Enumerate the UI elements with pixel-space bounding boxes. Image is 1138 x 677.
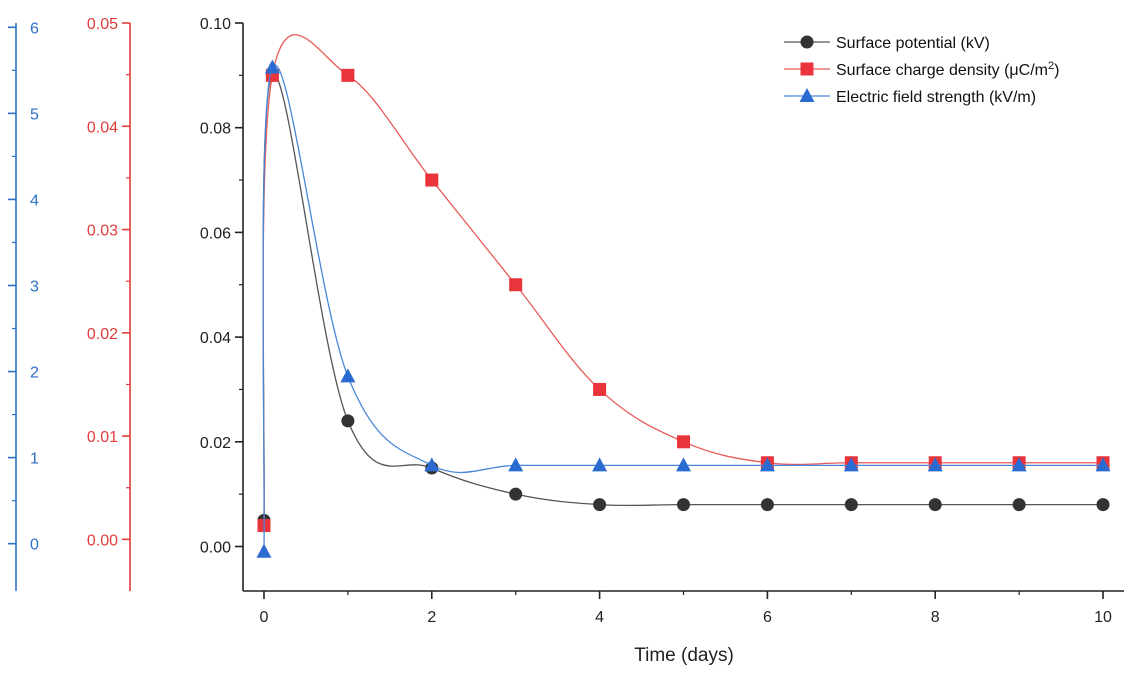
data-point (508, 457, 524, 472)
data-point (1095, 457, 1111, 472)
data-point (677, 435, 690, 449)
x-axis: 0 2 4 6 8 10 (243, 590, 1124, 626)
data-point (927, 457, 943, 472)
y-tick-label-red: 0.01 (87, 429, 118, 446)
data-point (509, 487, 523, 501)
x-tick-label: 6 (763, 609, 772, 626)
y-tick-label-main: 0.10 (200, 16, 231, 33)
y-tick-label-main: 0.04 (200, 330, 231, 347)
y-tick-label-blue: 5 (30, 106, 39, 123)
y-axis-red: 0.00 0.01 0.02 0.03 0.04 0.05 (87, 16, 131, 591)
legend: Surface potential (kV) Surface charge den… (784, 35, 1059, 106)
data-point (1012, 498, 1026, 512)
y-axis-main: 0.00 0.02 0.04 0.06 0.08 0.10 (200, 16, 244, 591)
legend-label-text: Surface potential (kV) (836, 35, 990, 52)
y-tick-label-main: 0.02 (200, 435, 231, 452)
y-tick-label-main: 0.08 (200, 121, 231, 138)
y-tick-label-main: 0.06 (200, 225, 231, 242)
x-tick-label: 0 (260, 609, 269, 626)
legend-label: Surface charge density (μC/m2) (836, 60, 1059, 79)
legend-item-2: Electric field strength (kV/m) (784, 88, 1036, 106)
x-tick-label: 2 (427, 609, 436, 626)
data-point (509, 278, 523, 292)
y-tick-label-red: 0.02 (87, 326, 118, 343)
legend-label: Electric field strength (kV/m) (836, 89, 1036, 106)
data-point (844, 498, 858, 512)
y-tick-label-red: 0.05 (87, 16, 118, 33)
legend-marker (800, 62, 814, 76)
axes-layer: 01234560.000.010.020.030.040.050.000.020… (8, 16, 1124, 626)
y-tick-label-red: 0.00 (87, 532, 118, 549)
legend-label-text: Electric field strength (kV/m) (836, 89, 1036, 106)
data-point (1011, 457, 1027, 472)
y-tick-label-main: 0.00 (200, 540, 231, 557)
data-point (592, 457, 608, 472)
legend-item-0: Surface potential (kV) (784, 35, 990, 52)
y-tick-label-red: 0.03 (87, 223, 118, 240)
series-line (262, 34, 1104, 526)
y-tick-label-blue: 3 (30, 278, 39, 295)
legend-marker (800, 35, 814, 49)
data-point (928, 498, 942, 512)
data-point (593, 498, 607, 512)
series-layer (256, 34, 1111, 558)
legend-label-text: Surface charge density (μC/m (836, 62, 1048, 79)
y-tick-label-blue: 6 (30, 20, 39, 37)
data-point (1096, 498, 1110, 512)
series-2 (256, 59, 1111, 558)
data-point (340, 368, 356, 383)
legend-marker (799, 88, 815, 102)
data-point (593, 382, 607, 396)
data-point (676, 457, 691, 472)
legend-label-superscript: 2 (1048, 60, 1054, 72)
legend-label: Surface potential (kV) (836, 35, 990, 52)
data-point (677, 498, 690, 512)
data-point (341, 68, 355, 82)
x-tick-label: 4 (595, 609, 604, 626)
legend-item-1: Surface charge density (μC/m2) (784, 60, 1059, 79)
x-tick-label: 8 (931, 609, 940, 626)
data-point (760, 498, 774, 512)
legend-label-suffix: ) (1054, 62, 1059, 79)
data-point (843, 457, 859, 472)
y-tick-label-red: 0.04 (87, 119, 118, 136)
y-axis-blue: 0 1 2 3 4 5 6 (8, 20, 39, 591)
series-line (262, 64, 1104, 552)
y-tick-label-blue: 1 (30, 451, 39, 468)
x-tick-label: 10 (1094, 609, 1112, 626)
data-point (424, 457, 440, 472)
y-tick-label-blue: 0 (30, 537, 39, 554)
data-point (425, 173, 439, 187)
y-tick-label-blue: 4 (30, 192, 39, 209)
data-point (256, 543, 272, 558)
data-point (759, 457, 775, 472)
series-line (262, 74, 1104, 521)
data-point (264, 59, 280, 74)
x-axis-title: Time (days) (634, 645, 734, 666)
data-point (341, 414, 355, 428)
y-tick-label-blue: 2 (30, 365, 39, 382)
